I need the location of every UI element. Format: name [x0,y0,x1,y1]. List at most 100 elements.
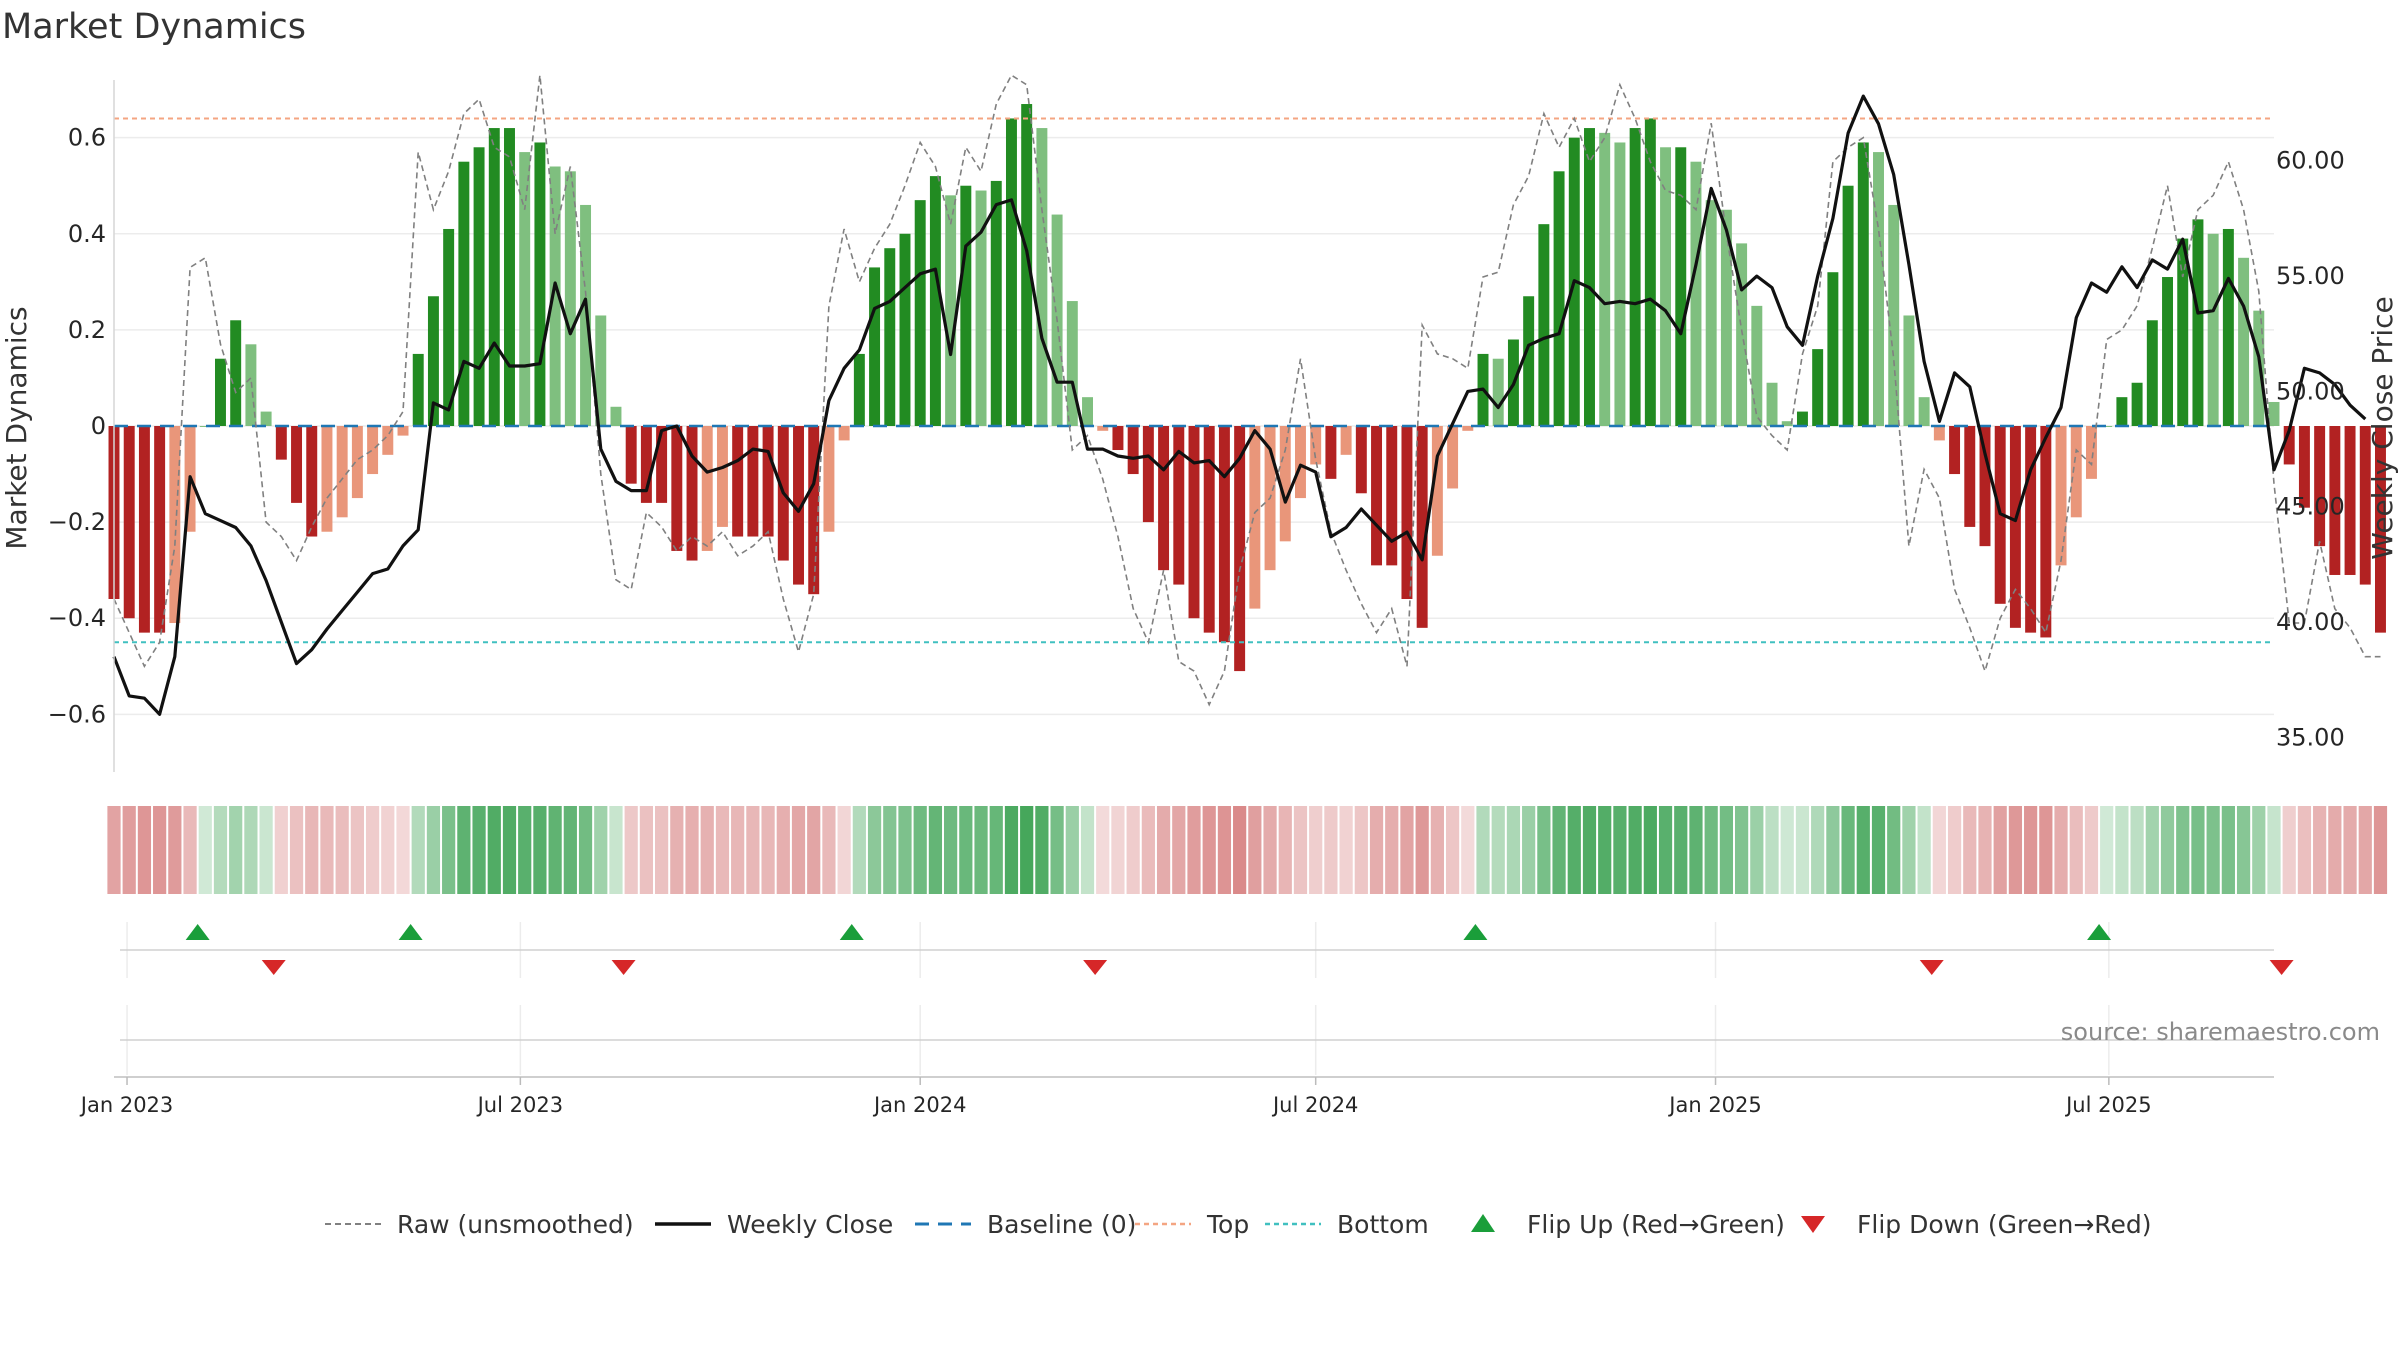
regime-cell [2236,806,2251,894]
regime-cell [320,806,334,894]
dynamics-bar [884,248,896,426]
regime-cell [1080,806,1095,894]
regime-cell [487,806,501,894]
x-tick-label: Jul 2024 [1271,1093,1358,1117]
regime-cell [1430,806,1444,894]
regime-cell [807,806,821,894]
dynamics-bar [1249,426,1261,609]
regime-cell [426,806,441,894]
dynamics-bar [823,426,835,532]
dynamics-bar [473,147,485,426]
source-label: source: sharemaestro.com [2061,1018,2380,1046]
regime-cell [2206,806,2220,894]
dynamics-bar [762,426,774,537]
regime-cell [883,806,897,894]
regime-cell [1415,806,1429,894]
regime-cell [578,806,593,894]
flip-down-marker [1083,960,1108,975]
regime-cell [2176,806,2190,894]
dynamics-bar [1355,426,1367,494]
dynamics-bar [1097,426,1109,431]
regime-cell [502,806,517,894]
dynamics-bar [640,426,652,503]
dynamics-bar [1599,132,1611,426]
dynamics-bar [1401,426,1413,599]
legend-item-flip_up: Flip Up (Red→Green) [1471,1210,1785,1239]
regime-cell [2145,806,2159,894]
legend-label: Raw (unsmoothed) [397,1210,634,1239]
dynamics-bar [1584,128,1595,427]
regime-cell [1841,806,1855,894]
dynamics-bar [2359,426,2371,585]
regime-cell [548,806,562,894]
regime-cell [1476,806,1490,894]
legend-swatch-flip-down [1801,1216,1825,1233]
dynamics-bar [2177,238,2189,426]
dynamics-bar [397,426,409,436]
regime-cell [1141,806,1155,894]
regime-cell [365,806,380,894]
dynamics-bar [2040,426,2052,638]
regime-cell [670,806,684,894]
dynamics-bar [230,320,242,426]
x-tick-label: Jan 2023 [79,1093,174,1117]
regime-cell [594,806,608,894]
regime-cell [153,806,167,894]
dynamics-bar [1066,301,1078,426]
dynamics-bar [2131,382,2143,426]
dynamics-bar [1203,426,1215,633]
regime-cell [1628,806,1642,894]
regime-cell [2282,806,2296,894]
dynamics-bar [808,426,820,595]
dynamics-bar [1827,272,1839,426]
dynamics-bar [1492,358,1504,426]
dynamics-bar [2146,320,2158,426]
dynamics-bar [1873,152,1884,427]
left-tick-label: 0 [91,412,106,440]
dynamics-bar [1751,305,1763,426]
dynamics-bar [1933,426,1945,441]
regime-cell [472,806,486,894]
regime-cell [2191,806,2205,894]
dynamics-bar [1431,426,1443,556]
dynamics-bar [1462,426,1474,431]
dynamics-bar [1173,426,1185,585]
dynamics-bar [1340,426,1352,455]
legend-item-top: Top [1135,1210,1249,1239]
regime-cell [1187,806,1201,894]
dynamics-bar [169,426,181,624]
dynamics-bar [260,411,272,426]
regime-cell [1750,806,1764,894]
regime-cell [913,806,927,894]
dynamics-bar [291,426,303,503]
dynamics-bar [2268,401,2280,426]
dynamics-bar [610,406,622,426]
dynamics-bar [1234,426,1246,672]
regime-cell [655,806,669,894]
dynamics-bar [990,180,1002,426]
regime-cell [289,806,304,894]
regime-cell [1598,806,1612,894]
dynamics-bar [1644,118,1656,426]
regime-cell [213,806,228,894]
regime-cell [852,806,866,894]
regime-cell [335,806,349,894]
dynamics-bar [1112,426,1124,451]
dynamics-bar [427,296,439,426]
dynamics-bar [519,152,531,427]
regime-cell [1263,806,1277,894]
threshold-lines [114,117,2274,644]
dynamics-bar [1736,243,1748,426]
dynamics-bars [108,104,2386,672]
regime-cell [791,806,806,894]
regime-cell [274,806,288,894]
regime-cell [959,806,973,894]
dynamics-bar [321,426,333,532]
regime-cell [1719,806,1733,894]
legend-swatch-flip-up [1471,1214,1495,1232]
dynamics-bar [1781,421,1793,426]
regime-cell [2343,806,2357,894]
right-tick-label: 35.00 [2276,723,2345,751]
dynamics-bar [1371,426,1383,566]
regime-cell [518,806,532,894]
